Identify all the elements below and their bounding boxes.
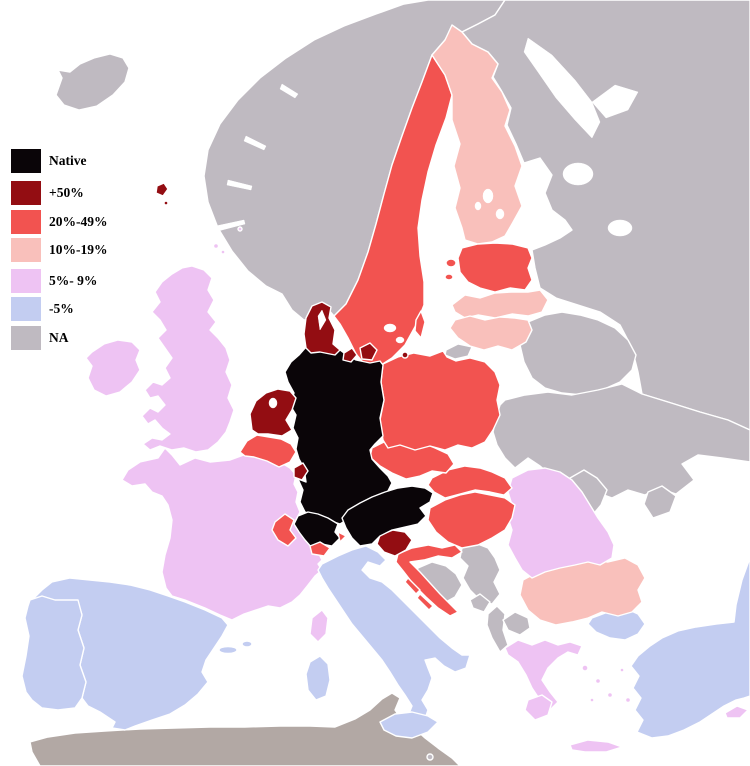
legend-row-r5_9: 5%- 9% [11, 269, 97, 293]
region-estonia [444, 242, 533, 293]
region-spain [33, 577, 229, 731]
region-austria [341, 485, 434, 547]
region-switzerland-east [337, 531, 347, 543]
legend-label-r5_9: 5%- 9% [49, 273, 98, 288]
region-luxembourg [293, 462, 309, 481]
region-italy [317, 545, 471, 727]
region-switzerland-south [309, 541, 331, 557]
legend-swatch-gte50 [11, 181, 41, 205]
region-cyprus [724, 705, 749, 719]
region-macedonia [502, 611, 531, 636]
region-serbia [459, 542, 501, 605]
region-united-kingdom [141, 265, 235, 453]
region-sardinia [305, 655, 331, 701]
legend-label-na: NA [49, 330, 69, 345]
region-lithuania [449, 315, 533, 351]
water-details [215, 37, 639, 409]
region-poland [379, 350, 501, 451]
legend-row-gte50: +50% [11, 181, 84, 205]
region-malta [426, 753, 434, 761]
region-albania [486, 605, 509, 653]
region-finland [431, 24, 523, 245]
region-hungary [427, 491, 516, 549]
region-switzerland-west [271, 513, 297, 547]
region-balearic-islands [218, 640, 253, 655]
region-montenegro [469, 593, 491, 613]
legend-row-lt5: -5% [11, 297, 74, 321]
legend-swatch-r20_49 [11, 210, 41, 234]
region-ireland [85, 339, 141, 397]
legend-row-r20_49: 20%-49% [11, 210, 108, 234]
region-switzerland [293, 511, 341, 549]
region-france [121, 447, 323, 621]
region-belgium [239, 434, 297, 468]
legend-label-native: Native [49, 153, 87, 168]
region-romania [507, 467, 615, 579]
region-corsica [309, 609, 329, 643]
legend-swatch-r5_9 [11, 269, 41, 293]
legend-swatch-lt5 [11, 297, 41, 321]
region-denmark [303, 301, 409, 363]
legend-label-r10_19: 10%-19% [49, 242, 108, 257]
region-portugal [21, 595, 87, 711]
legend-label-gte50: +50% [49, 185, 84, 200]
region-latvia [451, 289, 549, 319]
legend-swatch-native [11, 149, 41, 173]
legend-label-r20_49: 20%-49% [49, 214, 108, 229]
region-gotland [414, 310, 426, 339]
region-sicily [379, 711, 439, 739]
region-north-africa [29, 692, 461, 766]
region-greece [504, 639, 632, 753]
legend-swatch-r10_19 [11, 238, 41, 262]
region-slovenia [376, 529, 413, 557]
legend-row-native: Native [11, 149, 87, 173]
region-slovakia [427, 465, 513, 499]
legend-row-r10_19: 10%-19% [11, 238, 108, 262]
legend-label-lt5: -5% [49, 301, 74, 316]
region-crimea [643, 485, 677, 519]
region-northern-isles [212, 226, 243, 255]
legend-swatch-na [11, 326, 41, 350]
region-kaliningrad [444, 343, 473, 360]
region-netherlands [249, 388, 297, 437]
region-belarus [519, 311, 637, 396]
legend-row-na: NA [11, 326, 69, 350]
region-faroe-islands [155, 182, 169, 206]
region-iceland [55, 53, 130, 111]
